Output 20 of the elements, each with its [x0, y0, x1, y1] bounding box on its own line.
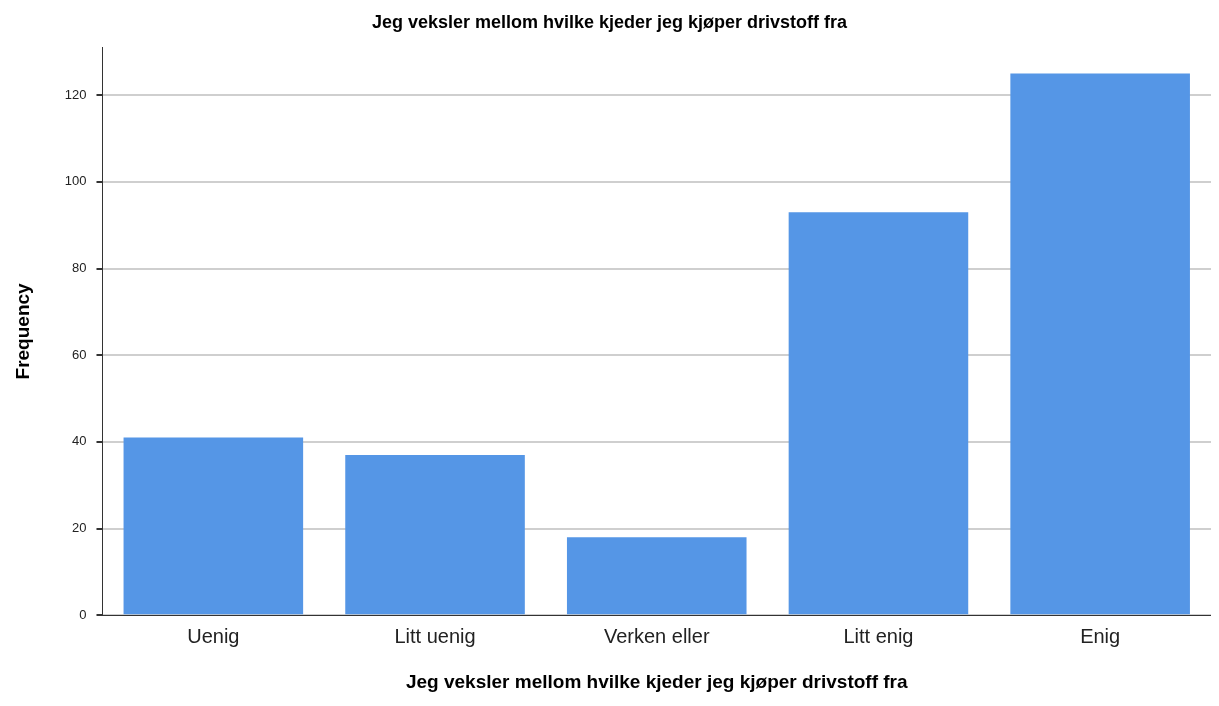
y-tick-label: 100 [64, 173, 87, 189]
bar [345, 454, 525, 615]
bar [788, 212, 969, 615]
x-tick-label: Uenig [187, 624, 240, 647]
y-axis-title: Frequency [11, 282, 33, 380]
chart-title: Jeg veksler mellom hvilke kjeder jeg kjøper drivstoff fra [371, 11, 849, 32]
x-tick-label: Enig [1080, 624, 1121, 647]
y-tick-label: 40 [72, 433, 87, 449]
y-tick-label: 80 [72, 260, 87, 276]
bar [1010, 73, 1190, 615]
x-tick-label: Litt uenig [394, 624, 476, 647]
y-tick-label: 60 [72, 346, 87, 362]
y-tick-label: 0 [79, 606, 87, 622]
y-tick-label: 20 [72, 520, 87, 536]
x-axis-title: Jeg veksler mellom hvilke kjeder jeg kjøper drivstoff fra [405, 670, 908, 692]
y-tick-label: 120 [64, 86, 87, 102]
x-tick-label: Verken eller [603, 624, 710, 647]
x-tick-label: Litt enig [843, 624, 914, 647]
bar [566, 537, 747, 615]
bar [123, 437, 304, 615]
